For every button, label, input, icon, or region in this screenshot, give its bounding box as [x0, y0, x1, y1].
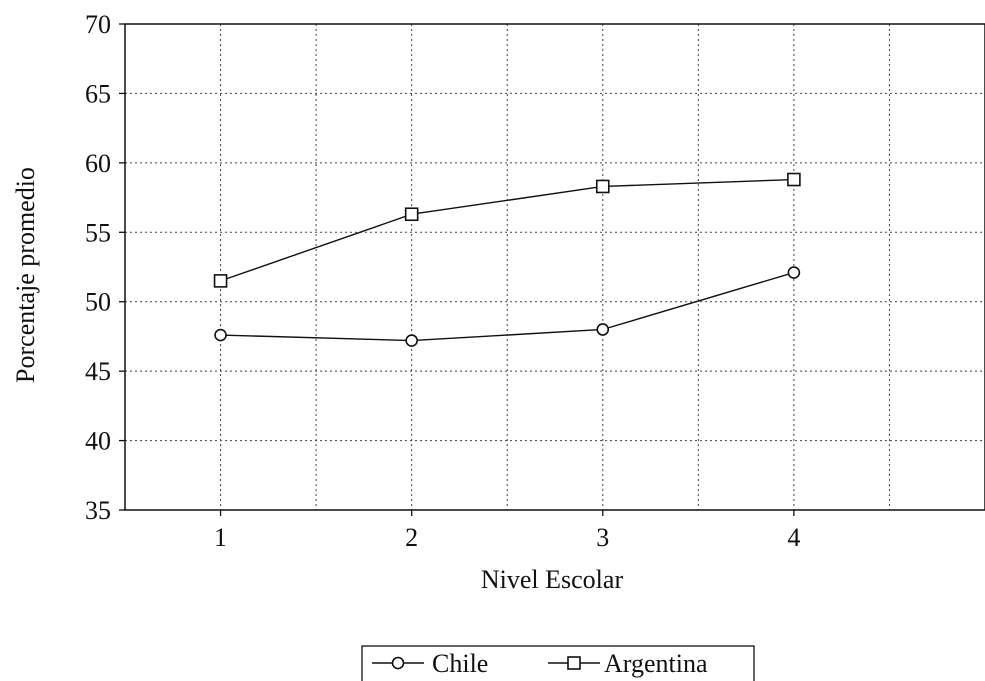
x-tick-label: 2: [405, 523, 418, 552]
series-chile-point: [214, 328, 227, 342]
series-argentina-point: [404, 207, 419, 222]
y-tick-label: 50: [85, 288, 111, 317]
x-axis-label: Nivel Escolar: [481, 565, 624, 594]
series-argentina-point: [787, 172, 801, 187]
y-tick-label: 45: [85, 357, 111, 386]
legend-label-chile: Chile: [432, 649, 488, 678]
series-line-chile: [220, 271, 795, 342]
series-chile: [214, 266, 801, 347]
series-line-argentina: [220, 178, 794, 282]
y-tick-label: 70: [85, 10, 111, 39]
legend: Chile Argentina: [361, 645, 755, 681]
series-argentina-point: [595, 179, 610, 194]
y-axis-label: Porcentaje promedio: [11, 167, 40, 383]
y-tick-label: 60: [85, 149, 111, 178]
legend-marker-argentina-point: [567, 656, 581, 670]
x-tick-label: 3: [596, 523, 609, 552]
y-tick-label: 65: [85, 79, 111, 108]
series-argentina: [213, 172, 801, 288]
series-argentina-point: [213, 274, 228, 288]
legend-entry-chile: Chile: [372, 649, 488, 678]
x-axis-ticks: 1 2 3 4: [214, 510, 800, 552]
x-tick-label: 4: [787, 523, 800, 552]
legend-entry-argentina: Argentina: [548, 649, 708, 678]
series-chile-point: [596, 323, 610, 336]
legend-box: [361, 645, 755, 681]
x-tick-label: 1: [214, 523, 227, 552]
y-tick-label: 35: [85, 496, 111, 525]
series-layer: [213, 172, 801, 347]
y-axis-ticks: 35 40 45 50 55 60 65 70: [85, 10, 125, 525]
grid: [125, 24, 985, 510]
y-tick-label: 40: [85, 427, 111, 456]
y-tick-label: 55: [85, 218, 111, 247]
legend-label-argentina: Argentina: [604, 649, 708, 678]
series-chile-point: [787, 266, 801, 279]
plot-frame: [124, 23, 985, 511]
series-chile-point: [405, 334, 418, 347]
legend-marker-chile-point: [391, 656, 405, 670]
